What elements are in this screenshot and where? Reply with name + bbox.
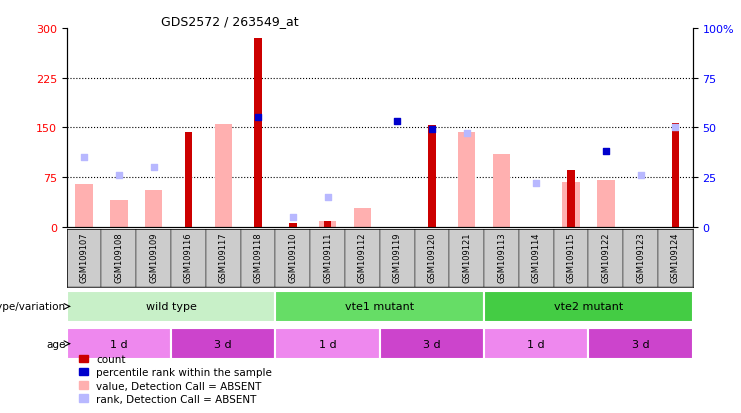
Bar (414, 229, 449, 287)
Bar (519, 229, 554, 287)
Bar (597, 181, 614, 227)
Point (322, 194, 333, 201)
Bar (567, 171, 575, 227)
Text: GSM109123: GSM109123 (637, 232, 645, 282)
Bar (241, 229, 276, 287)
Bar (136, 229, 171, 287)
Bar (562, 182, 579, 227)
Point (635, 172, 647, 179)
Bar (185, 133, 193, 227)
Bar (254, 39, 262, 227)
Bar (102, 229, 136, 287)
Text: GSM109114: GSM109114 (532, 232, 541, 282)
Bar (67, 291, 276, 323)
Bar (276, 229, 310, 287)
Bar (484, 291, 693, 323)
Bar (110, 201, 127, 227)
Text: GSM109108: GSM109108 (114, 232, 123, 282)
Bar (449, 229, 484, 287)
Text: GSM109110: GSM109110 (288, 232, 297, 282)
Text: age: age (47, 339, 66, 349)
Bar (76, 184, 93, 227)
Bar (215, 125, 232, 227)
Bar (588, 229, 623, 287)
Bar (276, 291, 484, 323)
Bar (379, 229, 414, 287)
Text: vte2 mutant: vte2 mutant (554, 301, 623, 312)
Text: vte1 mutant: vte1 mutant (345, 301, 414, 312)
Point (147, 164, 159, 171)
Text: GSM109109: GSM109109 (149, 232, 158, 282)
Bar (319, 222, 336, 227)
Text: GSM109112: GSM109112 (358, 232, 367, 282)
Point (426, 127, 438, 133)
Point (600, 149, 612, 155)
Text: GSM109115: GSM109115 (567, 232, 576, 282)
Point (252, 115, 264, 121)
Text: 3 d: 3 d (423, 339, 441, 349)
Text: GSM109107: GSM109107 (79, 232, 89, 282)
Text: GDS2572 / 263549_at: GDS2572 / 263549_at (161, 15, 298, 28)
Bar (484, 229, 519, 287)
Bar (554, 229, 588, 287)
Text: 3 d: 3 d (214, 339, 232, 349)
Bar (171, 328, 276, 360)
Point (670, 125, 682, 131)
Point (287, 214, 299, 221)
Point (391, 119, 403, 126)
Text: genotype/variation: genotype/variation (0, 301, 66, 312)
Bar (324, 222, 331, 227)
Bar (67, 328, 171, 360)
Bar (289, 224, 296, 227)
Bar (458, 133, 476, 227)
Text: GSM109124: GSM109124 (671, 232, 680, 282)
Bar (276, 328, 379, 360)
Legend: count, percentile rank within the sample, value, Detection Call = ABSENT, rank, : count, percentile rank within the sample… (79, 354, 272, 404)
Text: GSM109121: GSM109121 (462, 232, 471, 282)
Bar (671, 123, 679, 227)
Text: GSM109122: GSM109122 (602, 232, 611, 282)
Bar (623, 229, 658, 287)
Text: GSM109120: GSM109120 (428, 232, 436, 282)
Bar (145, 191, 162, 227)
Bar (353, 209, 371, 227)
Point (113, 172, 124, 179)
Bar (493, 154, 511, 227)
Bar (658, 229, 693, 287)
Bar (428, 126, 436, 227)
Text: 1 d: 1 d (319, 339, 336, 349)
Point (531, 180, 542, 187)
Point (461, 131, 473, 137)
Text: wild type: wild type (146, 301, 196, 312)
Bar (484, 328, 588, 360)
Text: GSM109116: GSM109116 (184, 232, 193, 282)
Bar (588, 328, 693, 360)
Text: GSM109118: GSM109118 (253, 232, 262, 282)
Bar (206, 229, 241, 287)
Bar (379, 328, 484, 360)
Text: GSM109111: GSM109111 (323, 232, 332, 282)
Text: GSM109119: GSM109119 (393, 232, 402, 282)
Text: 3 d: 3 d (632, 339, 649, 349)
Bar (67, 229, 102, 287)
Text: GSM109117: GSM109117 (219, 232, 227, 282)
Text: 1 d: 1 d (528, 339, 545, 349)
Bar (345, 229, 379, 287)
Bar (310, 229, 345, 287)
Point (78, 154, 90, 161)
Bar (171, 229, 206, 287)
Text: 1 d: 1 d (110, 339, 127, 349)
Text: GSM109113: GSM109113 (497, 232, 506, 282)
